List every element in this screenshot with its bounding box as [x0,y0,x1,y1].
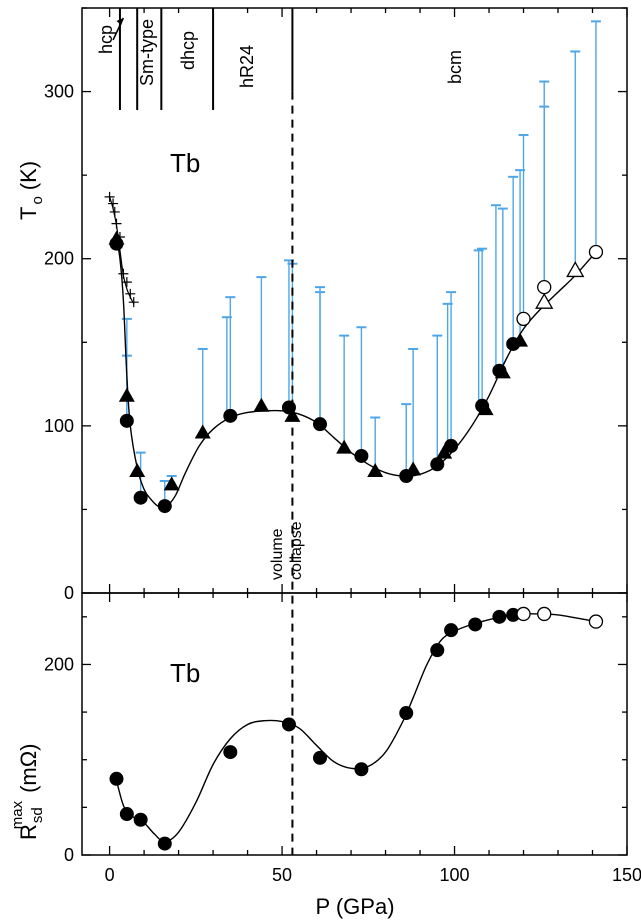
marker-filled-circle [468,617,483,632]
x-tick-label: 50 [272,865,292,885]
annotation-collapse: collapse [288,521,305,580]
x-tick-label: 100 [440,865,470,885]
bottom-y-label-sub: sd [29,807,46,823]
svg-text:Rsdmax(mΩ): Rsdmax (mΩ) [9,743,46,840]
marker-filled-circle [354,448,369,463]
plus-curve [109,196,135,305]
marker-filled-circle [444,438,459,453]
bottom-y-label-unit: (mΩ) [16,743,41,792]
y-tick-label: 100 [44,416,74,436]
marker-filled-circle [313,417,328,432]
marker-plus [128,297,139,308]
top-y-axis-label: To (K) [16,161,46,220]
marker-plus [111,218,122,229]
bottom-axes: 0 50 100 150 0 200 [44,593,641,885]
marker-filled-triangle [477,401,494,416]
marker-plus [118,268,129,279]
marker-filled-circle [109,771,124,786]
bottom-y-axis-label: Rsdmax (mΩ) [9,743,46,840]
marker-filled-triangle [512,332,529,347]
marker-filled-circle [444,623,459,638]
bottom-panel: 0 50 100 150 0 200 Tb Rsdmax (mΩ) P (GPa) [9,592,641,919]
phase-label-bcm: bcm [445,50,465,84]
x-tick-label: 150 [612,865,641,885]
marker-filled-circle [223,408,238,423]
hcp-arrow-head [116,18,124,25]
bottom-data-markers [109,606,604,851]
y-tick-label: 300 [44,82,74,102]
phase-label-hcp: hcp [96,25,116,54]
phase-label-sm-type: Sm-type [137,19,157,86]
marker-filled-circle [313,750,328,765]
marker-open-circle [588,244,604,260]
marker-filled-circle [399,706,414,721]
marker-open-circle [516,311,531,327]
marker-open-circle [588,614,604,629]
y-tick-label: 200 [44,654,74,674]
marker-filled-circle [133,490,148,505]
marker-plus [125,288,136,299]
marker-open-circle [516,606,531,622]
top-y-label-main: T [16,207,41,220]
marker-filled-triangle [253,397,270,412]
marker-plus [104,191,115,202]
x-tick-label: 0 [105,865,115,885]
y-tick-label: 200 [44,249,74,269]
marker-filled-circle [133,812,148,827]
error-bars [121,20,601,507]
bottom-y-label-sup: max [9,800,26,829]
marker-filled-circle [506,607,521,622]
x-axis-label: P (GPa) [315,894,394,919]
marker-filled-circle [157,499,172,514]
marker-filled-triangle [118,387,135,402]
y-tick-label: 0 [64,583,74,603]
marker-plus [108,198,119,209]
marker-filled-triangle [336,439,353,454]
marker-open-triangle [535,292,554,309]
marker-filled-circle [157,836,172,851]
top-y-label-unit: (K) [16,161,41,190]
marker-plus [114,231,125,242]
bottom-panel-label: Tb [170,658,200,688]
phase-boundaries [112,8,294,110]
y-tick-label: 0 [64,845,74,865]
marker-plus [109,206,120,217]
annotation-volume: volume [269,528,286,580]
marker-open-circle [537,279,552,295]
marker-filled-circle [119,413,134,428]
marker-filled-triangle [163,476,180,491]
bottom-y-label-main: R [16,824,41,840]
marker-filled-circle [281,717,296,732]
bottom-fit-curve [115,613,597,843]
bottom-plot-frame [81,592,628,856]
phase-label-hr24: hR24 [237,45,257,88]
phase-label-dhcp: dhcp [178,31,198,70]
marker-filled-triangle [405,461,422,476]
marker-filled-triangle [194,424,211,439]
marker-filled-circle [223,745,238,760]
marker-open-circle [537,606,552,622]
marker-filled-triangle [129,462,146,477]
marker-open-triangle [566,261,585,278]
marker-filled-circle [430,643,445,658]
top-axes: 0 100 200 300 [44,7,628,603]
fit-curve [115,613,597,843]
marker-filled-circle [430,457,445,472]
marker-filled-circle [492,609,507,624]
data-markers [104,191,604,514]
top-y-label-sub: o [29,196,46,204]
marker-plus [121,277,132,288]
marker-filled-triangle [367,462,384,477]
marker-filled-triangle [436,444,453,459]
marker-filled-circle [354,762,369,777]
marker-filled-triangle [494,364,511,379]
top-panel-label: Tb [170,148,200,178]
marker-filled-circle [119,807,134,822]
marker-filled-triangle [108,230,125,245]
svg-text:To(K): To (K) [16,161,46,220]
